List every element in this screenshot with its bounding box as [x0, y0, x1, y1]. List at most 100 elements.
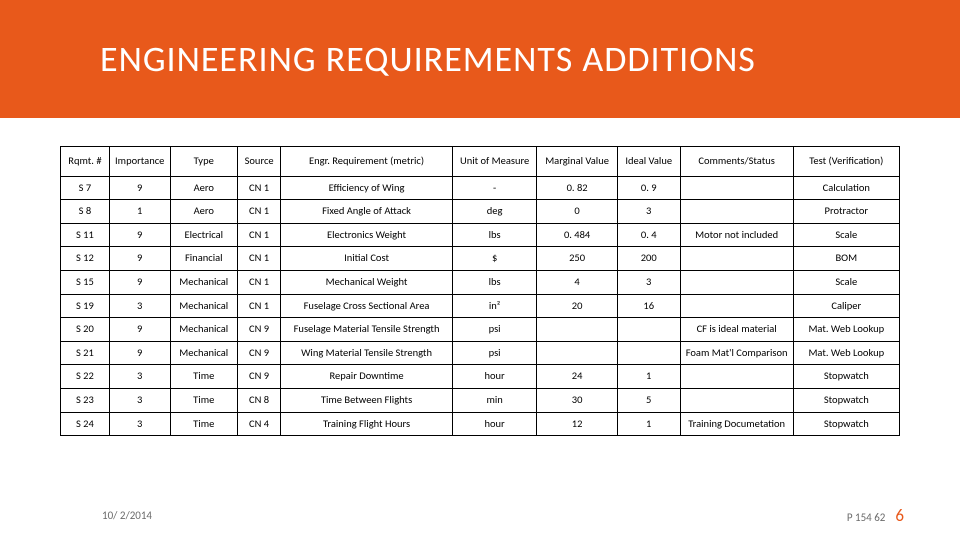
col-header: Engr. Requirement (metric) — [281, 147, 452, 177]
table-cell: Efficiency of Wing — [281, 176, 452, 200]
table-cell: CN 9 — [237, 365, 280, 389]
table-cell: Time — [170, 412, 237, 436]
table-cell — [537, 341, 617, 365]
table-cell: Fixed Angle of Attack — [281, 200, 452, 224]
table-cell: CN 1 — [237, 223, 280, 247]
table-cell: S 19 — [61, 294, 110, 318]
table-row: S 233TimeCN 8Time Between Flightsmin305S… — [61, 388, 900, 412]
table-cell — [680, 365, 793, 389]
col-header: Marginal Value — [537, 147, 617, 177]
table-cell: Mat. Web Lookup — [793, 341, 899, 365]
table-cell: 200 — [617, 247, 680, 271]
slide-footer: 10/ 2/2014 P 154 62 6 — [0, 505, 960, 526]
table-cell: Foam Mat'l Comparison — [680, 341, 793, 365]
table-cell: S 21 — [61, 341, 110, 365]
table-row: S 159MechanicalCN 1Mechanical Weightlbs4… — [61, 270, 900, 294]
table-cell: CF is ideal material — [680, 318, 793, 342]
table-cell: 3 — [109, 412, 170, 436]
table-cell: deg — [452, 200, 537, 224]
table-cell: 4 — [537, 270, 617, 294]
table-row: S 79AeroCN 1Efficiency of Wing-0. 820. 9… — [61, 176, 900, 200]
col-header: Rqmt. # — [61, 147, 110, 177]
col-header: Comments/Status — [680, 147, 793, 177]
table-cell: Aero — [170, 200, 237, 224]
table-cell: Time Between Flights — [281, 388, 452, 412]
table-cell: Stopwatch — [793, 388, 899, 412]
table-cell: Scale — [793, 270, 899, 294]
table-cell: BOM — [793, 247, 899, 271]
table-cell: Mechanical — [170, 294, 237, 318]
table-cell: S 22 — [61, 365, 110, 389]
table-cell: Protractor — [793, 200, 899, 224]
table-cell: S 24 — [61, 412, 110, 436]
table-row: S 81AeroCN 1Fixed Angle of Attackdeg03Pr… — [61, 200, 900, 224]
requirements-table: Rqmt. # Importance Type Source Engr. Req… — [60, 146, 900, 436]
table-cell: CN 1 — [237, 294, 280, 318]
table-cell: Financial — [170, 247, 237, 271]
table-cell: CN 4 — [237, 412, 280, 436]
table-row: S 129FinancialCN 1Initial Cost$250200BOM — [61, 247, 900, 271]
col-header: Source — [237, 147, 280, 177]
footer-code: P 154 62 — [847, 511, 886, 524]
table-cell: 3 — [617, 270, 680, 294]
table-row: S 219MechanicalCN 9Wing Material Tensile… — [61, 341, 900, 365]
table-row: S 193MechanicalCN 1Fuselage Cross Sectio… — [61, 294, 900, 318]
table-cell: in² — [452, 294, 537, 318]
table-cell: Electrical — [170, 223, 237, 247]
table-cell: psi — [452, 318, 537, 342]
table-cell: 3 — [109, 388, 170, 412]
footer-date: 10/ 2/2014 — [102, 509, 152, 522]
col-header: Type — [170, 147, 237, 177]
table-cell: Electronics Weight — [281, 223, 452, 247]
table-cell: 3 — [109, 365, 170, 389]
table-cell: Repair Downtime — [281, 365, 452, 389]
table-cell: Training Documetation — [680, 412, 793, 436]
table-cell: 0. 9 — [617, 176, 680, 200]
table-cell: CN 1 — [237, 200, 280, 224]
table-row: S 243TimeCN 4Training Flight Hourshour12… — [61, 412, 900, 436]
table-cell: Initial Cost — [281, 247, 452, 271]
table-cell: min — [452, 388, 537, 412]
table-cell: 9 — [109, 341, 170, 365]
table-cell: hour — [452, 365, 537, 389]
table-cell: Mechanical Weight — [281, 270, 452, 294]
table-cell: CN 1 — [237, 176, 280, 200]
table-cell: Time — [170, 388, 237, 412]
table-cell — [680, 247, 793, 271]
table-cell — [617, 341, 680, 365]
table-cell: 3 — [617, 200, 680, 224]
title-bar: ENGINEERING REQUIREMENTS ADDITIONS — [0, 0, 960, 118]
table-cell — [680, 270, 793, 294]
table-cell: Time — [170, 365, 237, 389]
table-cell: psi — [452, 341, 537, 365]
table-cell: hour — [452, 412, 537, 436]
table-container: Rqmt. # Importance Type Source Engr. Req… — [0, 118, 960, 436]
table-cell — [680, 200, 793, 224]
table-cell: S 11 — [61, 223, 110, 247]
table-cell: Aero — [170, 176, 237, 200]
table-header-row: Rqmt. # Importance Type Source Engr. Req… — [61, 147, 900, 177]
table-cell: Calculation — [793, 176, 899, 200]
table-cell: S 15 — [61, 270, 110, 294]
table-cell: Wing Material Tensile Strength — [281, 341, 452, 365]
table-cell: 0. 484 — [537, 223, 617, 247]
table-cell: Stopwatch — [793, 365, 899, 389]
table-cell: S 23 — [61, 388, 110, 412]
table-cell: Caliper — [793, 294, 899, 318]
table-cell: 0. 4 — [617, 223, 680, 247]
table-cell: 20 — [537, 294, 617, 318]
table-cell: 1 — [617, 412, 680, 436]
table-cell: Mechanical — [170, 318, 237, 342]
table-cell: 9 — [109, 176, 170, 200]
table-cell: 250 — [537, 247, 617, 271]
table-cell: 1 — [617, 365, 680, 389]
table-cell: Fuselage Cross Sectional Area — [281, 294, 452, 318]
table-cell — [537, 318, 617, 342]
table-cell: S 12 — [61, 247, 110, 271]
col-header: Unit of Measure — [452, 147, 537, 177]
table-cell: CN 1 — [237, 247, 280, 271]
table-cell: Stopwatch — [793, 412, 899, 436]
table-cell: 9 — [109, 318, 170, 342]
table-cell: Motor not included — [680, 223, 793, 247]
table-cell — [680, 176, 793, 200]
